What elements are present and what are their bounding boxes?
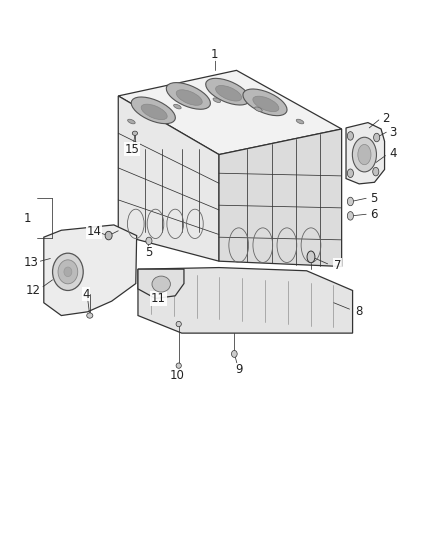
Polygon shape <box>44 225 137 316</box>
Polygon shape <box>138 268 353 333</box>
Ellipse shape <box>152 276 170 292</box>
Text: 14: 14 <box>87 225 102 238</box>
Ellipse shape <box>352 137 376 172</box>
Ellipse shape <box>176 90 202 106</box>
Ellipse shape <box>64 267 72 277</box>
Ellipse shape <box>253 96 279 112</box>
Text: 8: 8 <box>356 305 363 318</box>
Text: 7: 7 <box>333 259 341 272</box>
Text: 5: 5 <box>371 192 378 205</box>
Ellipse shape <box>213 98 221 102</box>
Ellipse shape <box>127 119 135 124</box>
Ellipse shape <box>53 253 83 290</box>
Text: 1: 1 <box>24 212 32 225</box>
Text: 6: 6 <box>370 208 378 221</box>
Ellipse shape <box>243 89 287 116</box>
Ellipse shape <box>132 131 138 135</box>
Ellipse shape <box>215 85 242 101</box>
Polygon shape <box>118 96 219 261</box>
Text: 11: 11 <box>151 292 166 305</box>
Ellipse shape <box>146 237 152 245</box>
Ellipse shape <box>347 132 353 140</box>
Ellipse shape <box>231 351 237 357</box>
Text: 1: 1 <box>211 48 219 61</box>
Polygon shape <box>346 123 385 184</box>
Ellipse shape <box>176 321 181 327</box>
Ellipse shape <box>347 197 353 206</box>
Text: 15: 15 <box>125 143 140 156</box>
Polygon shape <box>138 269 184 298</box>
Ellipse shape <box>176 363 181 368</box>
Ellipse shape <box>58 260 78 284</box>
Text: 13: 13 <box>24 256 39 269</box>
Ellipse shape <box>254 107 262 111</box>
Text: 2: 2 <box>381 112 389 125</box>
Ellipse shape <box>296 119 304 124</box>
Text: 4: 4 <box>82 288 90 301</box>
Polygon shape <box>219 129 342 266</box>
Text: 3: 3 <box>390 126 397 139</box>
Polygon shape <box>118 70 342 155</box>
Ellipse shape <box>347 212 353 220</box>
Ellipse shape <box>358 144 371 165</box>
Ellipse shape <box>206 78 250 105</box>
Ellipse shape <box>141 104 167 120</box>
Ellipse shape <box>87 313 93 318</box>
Text: 5: 5 <box>145 246 152 259</box>
Text: 9: 9 <box>235 364 243 376</box>
Ellipse shape <box>374 133 380 142</box>
Ellipse shape <box>307 251 315 263</box>
Text: 4: 4 <box>389 147 397 160</box>
Ellipse shape <box>131 97 175 124</box>
Ellipse shape <box>173 104 181 109</box>
Ellipse shape <box>105 231 112 240</box>
Text: 10: 10 <box>170 369 185 382</box>
Ellipse shape <box>373 167 379 176</box>
Ellipse shape <box>166 83 210 109</box>
Ellipse shape <box>347 169 353 177</box>
Text: 12: 12 <box>25 284 40 297</box>
